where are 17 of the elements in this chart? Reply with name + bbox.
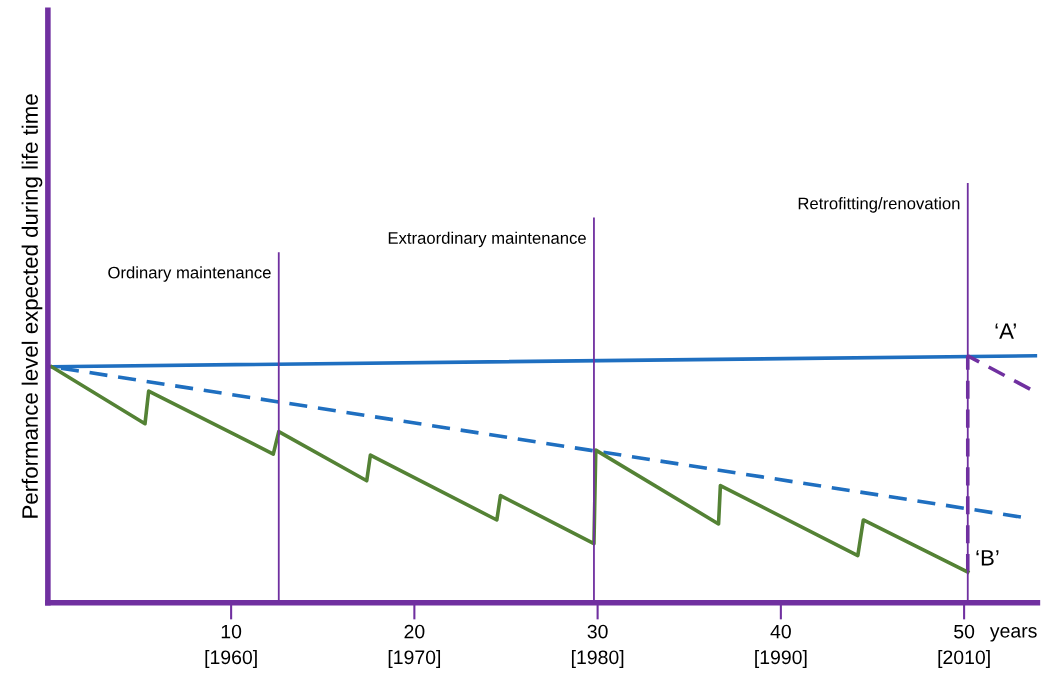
text: [1990] [755,649,807,669]
series-label: ‘A’ [995,323,1016,339]
x-tick-label: 30 [587,624,608,639]
x-tick-label: 50 [954,624,975,639]
ref-line-label: Ordinary maintenance [108,266,271,282]
text: [1970] [388,649,441,669]
x-tick-label: 10 [221,624,242,639]
ref-line-label: Extraordinary maintenance [388,231,586,248]
x-axis-title: years [989,627,1037,642]
x-tick-label: 40 [770,624,791,639]
x-tick-label: 20 [404,624,425,639]
text: [1960] [205,649,257,669]
series-label: ‘B’ [976,550,999,566]
text: [2010] [938,649,990,669]
ref-line-label: Retrofitting/renovation [798,197,960,213]
y-axis-title: Performance level expected during life time [21,94,43,518]
text: [1980] [571,649,624,669]
